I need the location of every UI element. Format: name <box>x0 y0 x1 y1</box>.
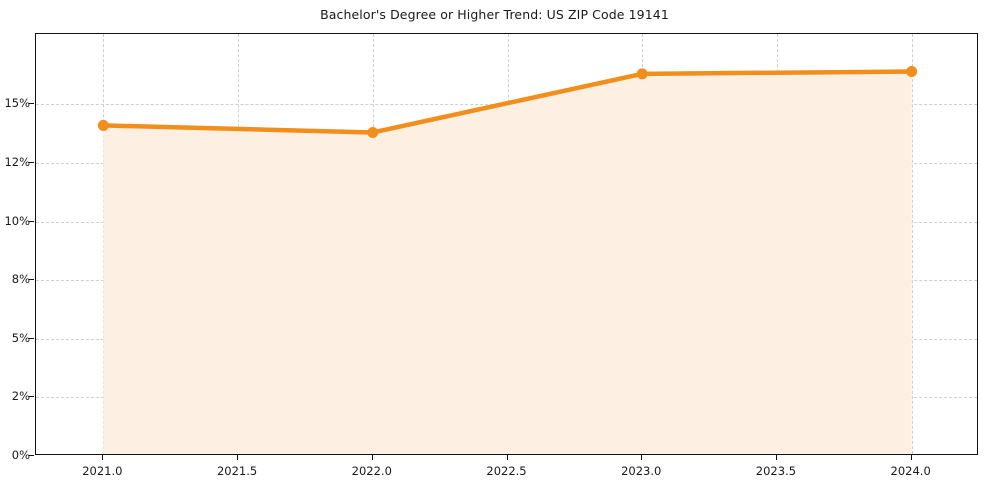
x-tick-mark <box>371 455 373 460</box>
x-tick-mark <box>910 455 912 460</box>
y-tick-label: 2% <box>11 389 30 404</box>
y-tick-mark <box>29 161 34 163</box>
data-point-marker <box>97 119 109 131</box>
y-tick-mark <box>29 396 34 398</box>
y-tick-mark <box>29 279 34 281</box>
y-tick-label: 0% <box>11 448 30 462</box>
chart-title: Bachelor's Degree or Higher Trend: US ZI… <box>320 7 669 22</box>
y-tick-label: 5% <box>11 330 30 345</box>
x-tick-label: 2024.0 <box>890 464 931 478</box>
data-point-marker <box>636 68 648 80</box>
y-tick-mark <box>29 455 34 456</box>
series-area-line <box>97 66 918 454</box>
x-tick-mark <box>102 455 104 460</box>
y-tick-mark <box>29 103 34 105</box>
x-tick-mark <box>237 455 239 460</box>
x-tick-label: 2021.5 <box>216 464 258 478</box>
x-tick-label: 2023.0 <box>621 464 662 478</box>
y-tick-label: 10% <box>4 213 30 228</box>
data-point-marker <box>906 66 918 78</box>
y-tick-label: 15% <box>4 96 30 111</box>
x-tick-mark <box>775 455 777 460</box>
x-tick-label: 2022.5 <box>486 464 527 478</box>
y-tick-mark <box>29 337 34 339</box>
x-axis: 2021.0 2021.5 2022.0 2022.5 2023.0 2023.5 2024… <box>35 455 978 485</box>
x-tick-mark <box>641 455 643 460</box>
x-tick-mark <box>506 455 508 460</box>
series-fill <box>103 71 912 454</box>
y-axis: 0% 2% 5% 8% 10% 12% 15% <box>0 33 34 462</box>
series-line <box>101 69 914 135</box>
plot-area <box>35 33 978 455</box>
y-tick-label: 8% <box>11 272 30 287</box>
gridline-vertical <box>911 34 913 454</box>
y-tick-mark <box>29 220 34 222</box>
x-tick-label: 2022.0 <box>351 464 392 478</box>
x-tick-label: 2023.5 <box>755 464 797 478</box>
data-point-marker <box>367 126 379 138</box>
y-tick-label: 12% <box>4 154 30 169</box>
x-tick-label: 2021.0 <box>82 464 123 478</box>
